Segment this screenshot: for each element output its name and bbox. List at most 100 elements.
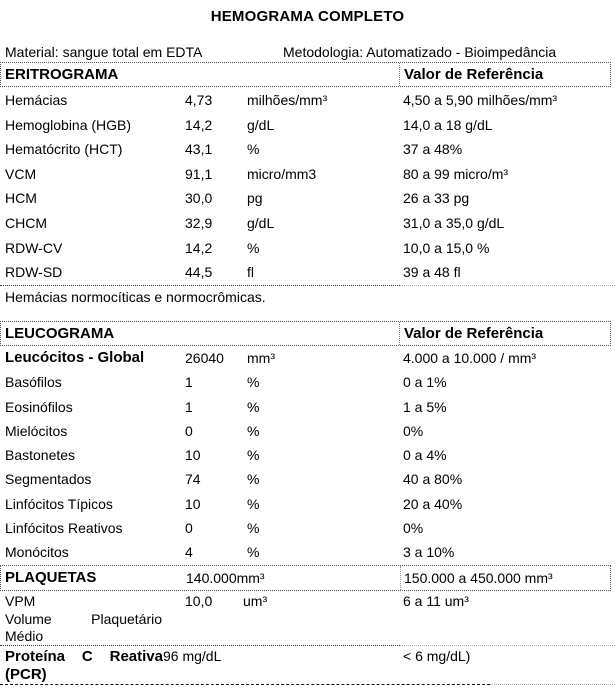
row-name: RDW-SD bbox=[5, 264, 63, 281]
eritrograma-header-box: ERITROGRAMA Valor de Referência bbox=[0, 62, 611, 87]
row-value: 0 bbox=[185, 520, 193, 537]
label-word: Plaquetário bbox=[91, 611, 162, 627]
row-unit: % bbox=[247, 520, 260, 537]
row-name: VCM bbox=[5, 165, 37, 182]
row-unit: g/dL bbox=[247, 214, 275, 231]
row-unit: % bbox=[247, 471, 260, 488]
row-unit: fl bbox=[247, 264, 254, 281]
row-unit: micro/mm3 bbox=[247, 165, 317, 182]
row-name: Linfócitos Típicos bbox=[5, 495, 113, 512]
row-value: 10 bbox=[185, 447, 201, 464]
page-title: HEMOGRAMA COMPLETO bbox=[210, 8, 405, 25]
plaquetas-row-box: PLAQUETAS 140.000mm³ 150.000 a 450.000 m… bbox=[0, 565, 611, 591]
leucograma-table: Leucócitos - Global 26040 mm³ 4.000 a 10… bbox=[0, 346, 615, 565]
eritrograma-footnote: Hemácias normocíticas e normocrômicas. bbox=[5, 289, 266, 305]
row-name: Monócitos bbox=[5, 544, 69, 561]
row-reference: < 6 mg/dL) bbox=[403, 648, 471, 664]
section-divider bbox=[0, 285, 400, 286]
row-value: 4 bbox=[185, 544, 193, 561]
row-value: 10 bbox=[185, 495, 201, 512]
bottom-divider bbox=[490, 684, 615, 685]
section-header-eritrograma: ERITROGRAMA bbox=[1, 63, 400, 86]
table-row: Bastonetes 10 % 0 a 4% bbox=[0, 443, 615, 467]
row-value: 91,1 bbox=[185, 165, 213, 182]
table-row: Hematócrito (HCT) 43,1 % 37 a 48% bbox=[0, 137, 615, 162]
row-reference: 20 a 40% bbox=[403, 495, 463, 512]
row-name: Hemoglobina (HGB) bbox=[5, 116, 132, 133]
row-name: RDW-CV bbox=[5, 239, 63, 256]
row-value: 14,2 bbox=[185, 239, 213, 256]
row-name: VPM bbox=[5, 593, 36, 609]
row-name: HCM bbox=[5, 190, 37, 207]
row-unit: % bbox=[247, 398, 260, 415]
section-divider bbox=[400, 285, 615, 286]
row-value: 44,5 bbox=[185, 264, 213, 281]
row-value: 0 bbox=[185, 422, 193, 439]
row-reference: 26 a 33 pg bbox=[403, 190, 470, 207]
row-unit: % bbox=[247, 447, 260, 464]
table-row: VCM 91,1 micro/mm3 80 a 99 micro/m³ bbox=[0, 162, 615, 187]
eritrograma-table: Hemácias 4,73 milhões/mm³ 4,50 a 5,90 mi… bbox=[0, 88, 615, 285]
row-unit: pg bbox=[247, 190, 263, 207]
row-reference: 31,0 a 35,0 g/dL bbox=[403, 214, 505, 231]
row-reference: 3 a 10% bbox=[403, 544, 455, 561]
row-unit: % bbox=[247, 495, 260, 512]
table-row: VPM 10,0 um³ 6 a 11 um³ bbox=[0, 591, 615, 613]
row-reference: 10,0 a 15,0 % bbox=[403, 239, 490, 256]
row-reference: 40 a 80% bbox=[403, 471, 463, 488]
row-value: 14,2 bbox=[185, 116, 213, 133]
row-name: Mielócitos bbox=[5, 422, 68, 439]
label-word: Proteína bbox=[5, 648, 66, 665]
row-reference: 0% bbox=[403, 520, 424, 537]
row-unit: g/dL bbox=[247, 116, 275, 133]
row-value: 43,1 bbox=[185, 141, 213, 158]
row-value: 4,73 bbox=[185, 92, 213, 108]
row-reference: 150.000 a 450.000 mm³ bbox=[404, 570, 553, 586]
table-row: RDW-SD 44,5 fl 39 a 48 fl bbox=[0, 260, 615, 285]
table-row: Linfócitos Típicos 10 % 20 a 40% bbox=[0, 492, 615, 516]
vpm-full-label-line2: Médio bbox=[5, 628, 44, 644]
table-row: Linfócitos Reativos 0 % 0% bbox=[0, 516, 615, 540]
row-name: Linfócitos Reativos bbox=[5, 520, 123, 537]
column-divider bbox=[400, 566, 401, 590]
row-unit: % bbox=[247, 544, 260, 561]
row-value: 1 bbox=[185, 374, 193, 391]
row-name: Bastonetes bbox=[5, 447, 76, 464]
row-value: 32,9 bbox=[185, 214, 213, 231]
row-reference: 4,50 a 5,90 milhões/mm³ bbox=[403, 92, 558, 108]
table-row: Mielócitos 0 % 0% bbox=[0, 419, 615, 443]
row-reference: 1 a 5% bbox=[403, 398, 447, 415]
row-value: 30,0 bbox=[185, 190, 213, 207]
table-row: Segmentados 74 % 40 a 80% bbox=[0, 467, 615, 491]
vpm-full-label-line1: Volume Plaquetário bbox=[5, 611, 162, 627]
material-label: Material: sangue total em EDTA bbox=[5, 44, 203, 60]
section-divider bbox=[400, 645, 615, 646]
row-reference: 0 a 1% bbox=[403, 374, 447, 391]
row-unit: % bbox=[247, 374, 260, 391]
row-value: 26040 bbox=[185, 350, 224, 366]
row-value: 10,0 bbox=[185, 593, 213, 609]
row-name: Segmentados bbox=[5, 471, 92, 488]
label-word: Volume bbox=[5, 611, 52, 627]
metodologia-label: Metodologia: Automatizado - Bioimpedânci… bbox=[283, 44, 557, 60]
table-row: Hemácias 4,73 milhões/mm³ 4,50 a 5,90 mi… bbox=[0, 88, 615, 113]
row-reference: 14,0 a 18 g/dL bbox=[403, 116, 493, 133]
table-row: Monócitos 4 % 3 a 10% bbox=[0, 540, 615, 564]
table-row: HCM 30,0 pg 26 a 33 pg bbox=[0, 186, 615, 211]
row-reference: 39 a 48 fl bbox=[403, 264, 461, 281]
row-unit: % bbox=[247, 422, 260, 439]
table-row: RDW-CV 14,2 % 10,0 a 15,0 % bbox=[0, 236, 615, 261]
pcr-label-line1: Proteína C Reativa bbox=[5, 648, 163, 665]
bottom-divider bbox=[0, 684, 490, 685]
label-word: Reativa bbox=[109, 648, 163, 665]
row-name: Eosinófilos bbox=[5, 398, 73, 415]
section-header-leucograma: LEUCOGRAMA bbox=[1, 322, 400, 345]
row-unit: % bbox=[247, 239, 260, 256]
row-reference: 37 a 48% bbox=[403, 141, 463, 158]
reference-column-header: Valor de Referência bbox=[404, 66, 544, 83]
row-reference: 0 a 4% bbox=[403, 447, 447, 464]
row-unit: % bbox=[247, 141, 260, 158]
row-value: 96 mg/dL bbox=[163, 648, 222, 664]
row-name: Basófilos bbox=[5, 374, 62, 391]
